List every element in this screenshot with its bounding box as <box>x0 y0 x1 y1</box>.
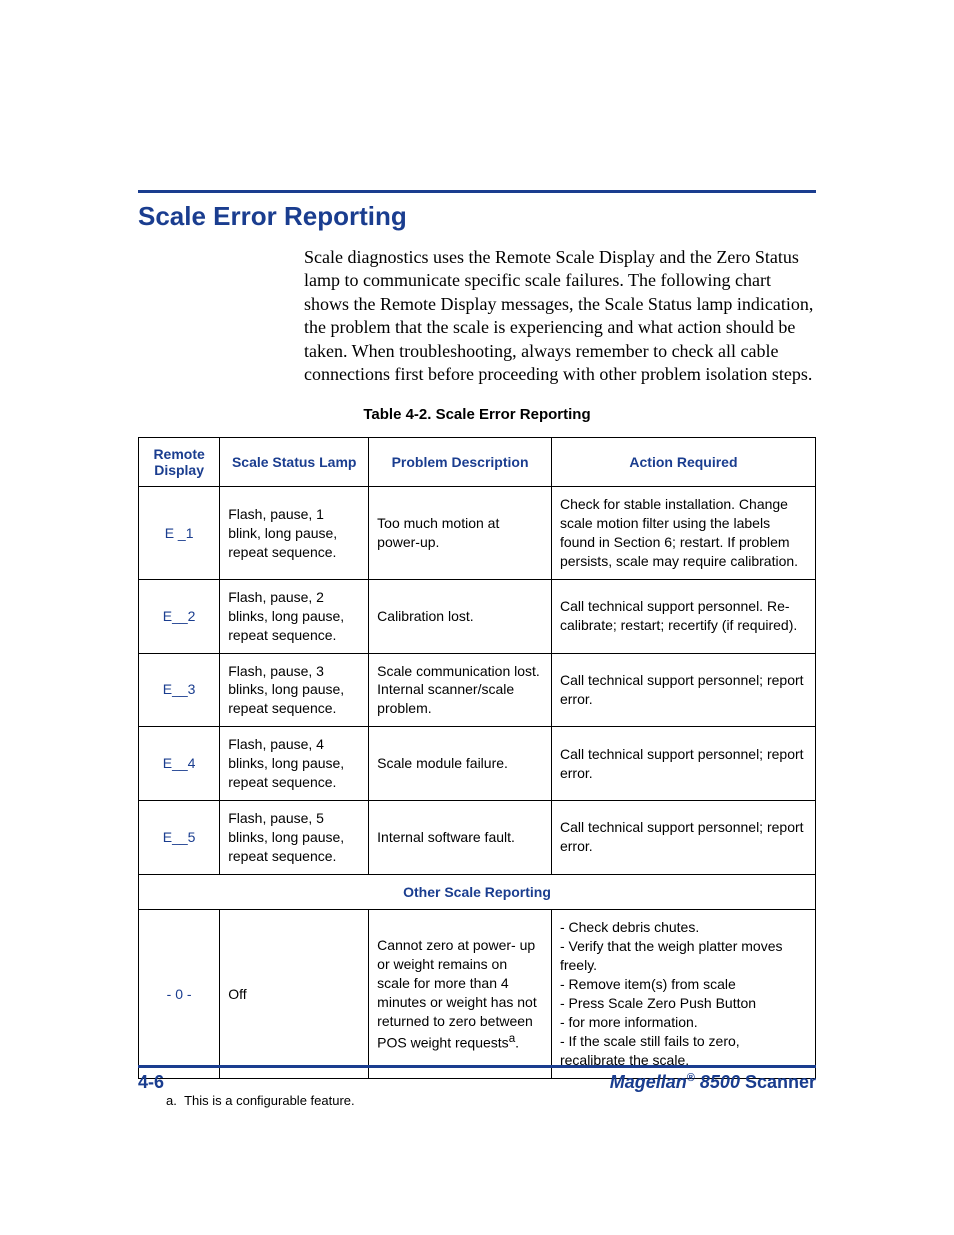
cell-status: Flash, pause, 2 blinks, long pause, repe… <box>220 579 369 653</box>
cell-action: Check for stable installation. Change sc… <box>551 487 815 580</box>
cell-remote: E__2 <box>139 579 220 653</box>
cell-status: Off <box>220 910 369 1078</box>
page-footer: 4-6 Magellan® 8500 Scanner <box>138 1065 816 1093</box>
page-number: 4-6 <box>138 1072 164 1093</box>
cell-remote: - 0 - <box>139 910 220 1078</box>
th-status: Scale Status Lamp <box>220 438 369 487</box>
table-subheader: Other Scale Reporting <box>139 874 816 910</box>
cell-status: Flash, pause, 3 blinks, long pause, repe… <box>220 653 369 727</box>
registered-mark: ® <box>687 1072 695 1084</box>
table-header-row: Remote Display Scale Status Lamp Problem… <box>139 438 816 487</box>
table-row: - 0 -OffCannot zero at power- up or weig… <box>139 910 816 1078</box>
footnote: a. This is a configurable feature. <box>166 1093 816 1108</box>
cell-remote: E__5 <box>139 800 220 874</box>
table-caption: Table 4-2. Scale Error Reporting <box>138 406 816 423</box>
subheader-cell: Other Scale Reporting <box>139 874 816 910</box>
cell-action: Call technical support personnel; report… <box>551 800 815 874</box>
scanner-word: Scanner <box>740 1072 816 1092</box>
cell-action: Call technical support personnel; report… <box>551 727 815 801</box>
cell-status: Flash, pause, 1 blink, long pause, repea… <box>220 487 369 580</box>
cell-problem: Cannot zero at power- up or weight remai… <box>369 910 552 1078</box>
error-table: Remote Display Scale Status Lamp Problem… <box>138 437 816 1078</box>
product-name: Magellan® 8500 Scanner <box>610 1072 816 1093</box>
cell-problem: Scale module failure. <box>369 727 552 801</box>
section-body: Scale diagnostics uses the Remote Scale … <box>138 246 816 386</box>
th-action: Action Required <box>551 438 815 487</box>
table-row: E__4Flash, pause, 4 blinks, long pause, … <box>139 727 816 801</box>
cell-problem: Internal software fault. <box>369 800 552 874</box>
footnote-marker: a. <box>166 1093 177 1108</box>
cell-status: Flash, pause, 5 blinks, long pause, repe… <box>220 800 369 874</box>
cell-status: Flash, pause, 4 blinks, long pause, repe… <box>220 727 369 801</box>
footer-rule <box>138 1065 816 1068</box>
footer-line: 4-6 Magellan® 8500 Scanner <box>138 1072 816 1093</box>
table-row: E__5Flash, pause, 5 blinks, long pause, … <box>139 800 816 874</box>
cell-action: Call technical support personnel; report… <box>551 653 815 727</box>
cell-remote: E__3 <box>139 653 220 727</box>
section-title: Scale Error Reporting <box>138 201 816 232</box>
model: 8500 <box>695 1072 740 1092</box>
th-problem: Problem Description <box>369 438 552 487</box>
table-row: E _1Flash, pause, 1 blink, long pause, r… <box>139 487 816 580</box>
cell-action: - Check debris chutes. - Verify that the… <box>551 910 815 1078</box>
th-remote: Remote Display <box>139 438 220 487</box>
cell-remote: E__4 <box>139 727 220 801</box>
cell-problem: Scale communication lost. Internal scann… <box>369 653 552 727</box>
cell-action: Call technical support personnel. Re-cal… <box>551 579 815 653</box>
table-row: E__2Flash, pause, 2 blinks, long pause, … <box>139 579 816 653</box>
page-content: Scale Error Reporting Scale diagnostics … <box>0 0 954 1235</box>
cell-remote: E _1 <box>139 487 220 580</box>
cell-problem: Calibration lost. <box>369 579 552 653</box>
footnote-text: This is a configurable feature. <box>184 1093 355 1108</box>
brand: Magellan <box>610 1072 687 1092</box>
footnote-ref: a <box>509 1032 515 1045</box>
cell-problem: Too much motion at power-up. <box>369 487 552 580</box>
top-rule <box>138 190 816 193</box>
table-row: E__3Flash, pause, 3 blinks, long pause, … <box>139 653 816 727</box>
